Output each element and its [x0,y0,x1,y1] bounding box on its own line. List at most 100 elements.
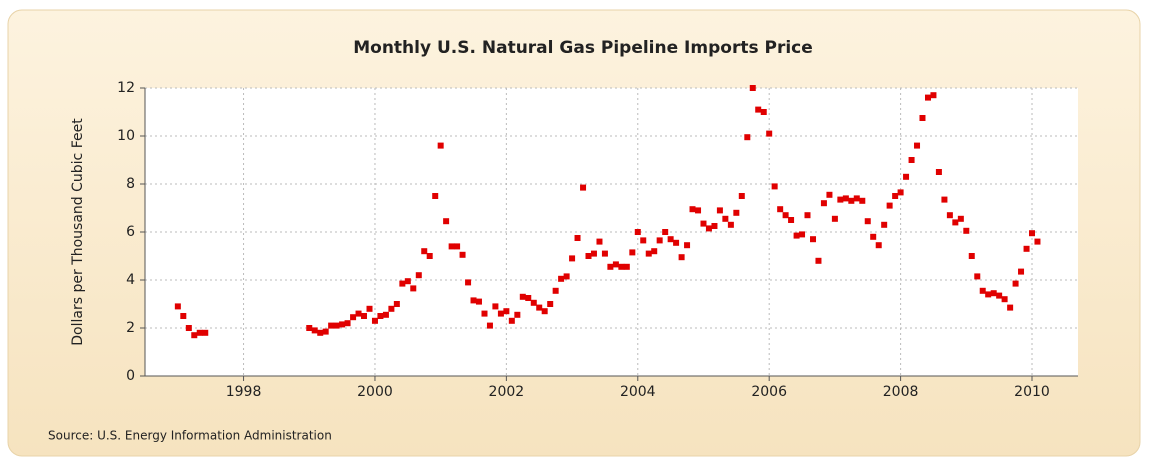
point [908,157,915,163]
x-tick-label: 2002 [489,384,525,400]
point [470,297,477,304]
x-tick-label: 2000 [357,384,393,400]
point [1018,268,1025,275]
point [344,320,351,327]
point [196,329,203,336]
point [558,275,565,282]
point [191,332,198,339]
point [514,311,521,318]
point [870,233,877,240]
point [662,229,669,235]
point [415,272,422,279]
point [503,308,510,315]
point [432,193,439,199]
point [185,325,192,331]
point [202,329,209,336]
point [492,303,499,310]
point [1001,296,1008,303]
point [777,206,784,213]
point [711,223,718,229]
point [749,85,756,91]
point [508,317,515,324]
point [580,184,587,191]
point [371,317,378,324]
point [771,183,778,190]
point [831,215,838,222]
point [897,189,904,196]
point [377,313,384,319]
point [590,250,597,257]
point [760,109,767,115]
point [355,310,362,317]
point [996,292,1003,299]
point [903,173,910,180]
point [547,301,554,307]
point [306,325,313,331]
point [957,215,964,222]
point [974,273,981,280]
point [689,206,696,213]
point [475,298,482,305]
point [651,248,658,255]
point [350,314,357,321]
point [607,263,614,270]
point [443,218,450,225]
point [656,237,663,244]
point [716,207,723,214]
point [366,305,373,312]
point [382,311,389,318]
point [174,303,181,310]
point [886,202,893,209]
point [826,191,833,198]
y-tick-label: 4 [126,272,135,288]
point [569,255,576,262]
point [629,249,636,256]
point [875,242,882,249]
point [339,321,346,328]
point [952,219,959,226]
point [941,196,948,203]
point [486,322,493,329]
point [360,313,367,319]
point [574,235,581,241]
point [864,218,871,225]
point [968,253,975,259]
point [684,242,691,249]
point [782,212,789,219]
point [410,285,417,292]
point [892,193,899,199]
y-tick-label: 0 [126,368,135,384]
x-tick-label: 2004 [620,384,656,400]
point [695,207,702,214]
y-tick-label: 10 [117,128,135,144]
point [815,257,822,264]
y-tick-label: 12 [117,80,135,96]
point [733,209,740,216]
point [705,225,712,232]
point [848,197,855,204]
point [645,250,652,257]
point [678,254,685,261]
point [525,295,532,301]
point [859,197,866,204]
point [612,261,619,268]
point [842,195,849,202]
point [881,221,888,228]
point [393,301,400,307]
point [810,236,817,243]
point [311,327,318,334]
point [673,239,680,246]
point [924,94,931,101]
point [744,134,751,141]
point [421,248,428,255]
point [766,130,773,137]
x-tick-label: 2008 [883,384,919,400]
point [465,279,472,286]
point [634,229,641,235]
point [793,232,800,239]
point [1034,238,1041,245]
point [437,142,444,149]
point [979,287,986,294]
point [804,212,811,219]
y-tick-label: 2 [126,320,135,336]
